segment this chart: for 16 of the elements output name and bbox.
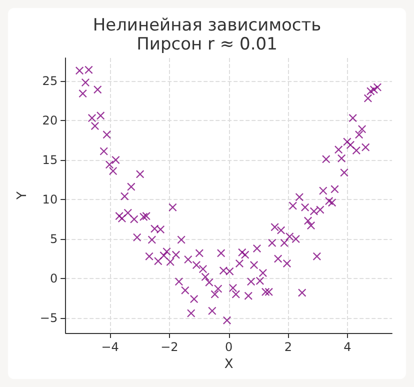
x-axis-title: X	[224, 356, 234, 372]
x-tick-label: −4	[101, 340, 119, 354]
y-tick-label: 10	[42, 192, 58, 206]
y-tick-label: −5	[40, 310, 58, 325]
y-tick-label: 0	[50, 271, 58, 286]
y-tick-label: 20	[42, 113, 58, 128]
y-tick-label: 5	[50, 232, 58, 246]
x-tick-label: 0	[224, 340, 233, 354]
y-axis-title: Y	[15, 191, 30, 200]
x-tick-label: 2	[284, 340, 292, 354]
y-tick-label: 25	[42, 74, 58, 88]
x-tick-label: −2	[160, 340, 178, 354]
chart-subtitle: Пирсон r ≈ 0.01	[136, 34, 278, 54]
x-tick-label: 4	[344, 340, 352, 354]
y-tick-label: 15	[42, 152, 58, 167]
chart-title: Нелинейная зависимость	[92, 16, 322, 36]
